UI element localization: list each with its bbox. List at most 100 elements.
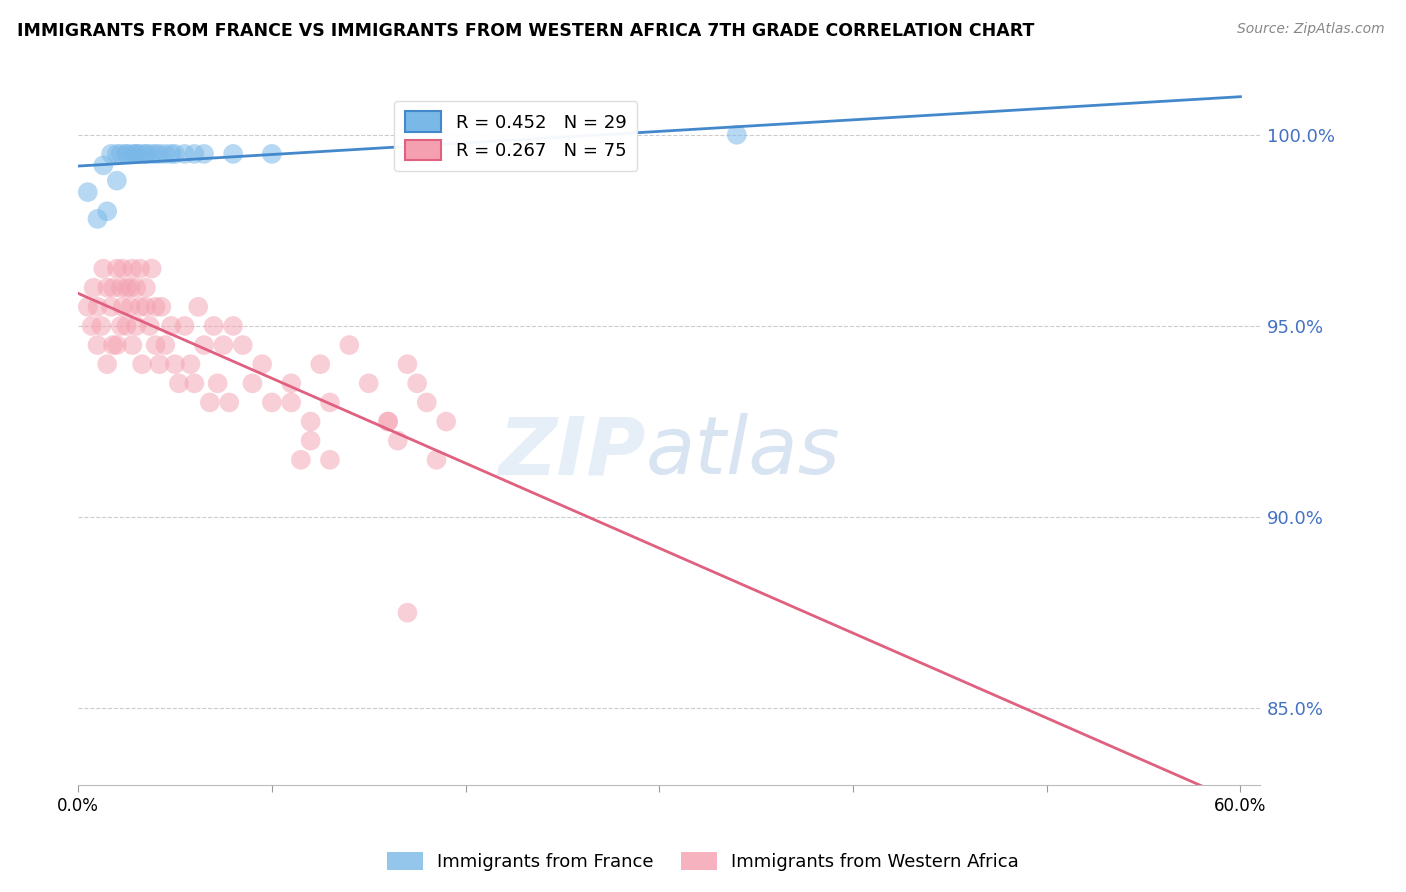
Point — [129, 147, 152, 161]
Point — [135, 281, 157, 295]
Point — [148, 147, 170, 161]
Point — [222, 318, 245, 333]
Text: ZIP: ZIP — [498, 413, 645, 491]
Point — [145, 147, 167, 161]
Point — [250, 357, 273, 371]
Point — [125, 281, 148, 295]
Point — [135, 147, 157, 161]
Point — [91, 261, 114, 276]
Point — [155, 147, 177, 161]
Point — [242, 376, 264, 391]
Point — [299, 434, 322, 448]
Legend: R = 0.452   N = 29, R = 0.267   N = 75: R = 0.452 N = 29, R = 0.267 N = 75 — [395, 101, 637, 171]
Point — [163, 147, 186, 161]
Point — [290, 452, 312, 467]
Point — [86, 300, 108, 314]
Point — [115, 281, 138, 295]
Point — [135, 147, 157, 161]
Point — [96, 204, 118, 219]
Point — [212, 338, 235, 352]
Point — [222, 147, 245, 161]
Point — [183, 147, 205, 161]
Point — [110, 281, 132, 295]
Point — [110, 318, 132, 333]
Point — [299, 415, 322, 429]
Point — [193, 338, 215, 352]
Point — [187, 300, 209, 314]
Point — [357, 376, 380, 391]
Point — [319, 395, 342, 409]
Point — [160, 147, 183, 161]
Point — [434, 415, 457, 429]
Point — [105, 338, 128, 352]
Point — [96, 357, 118, 371]
Point — [115, 147, 138, 161]
Point — [179, 357, 201, 371]
Point — [387, 434, 409, 448]
Point — [396, 147, 419, 161]
Point — [145, 338, 167, 352]
Point — [80, 318, 103, 333]
Point — [150, 300, 173, 314]
Point — [121, 147, 143, 161]
Text: Source: ZipAtlas.com: Source: ZipAtlas.com — [1237, 22, 1385, 37]
Point — [218, 395, 240, 409]
Point — [86, 338, 108, 352]
Point — [725, 128, 748, 142]
Point — [105, 147, 128, 161]
Point — [100, 300, 122, 314]
Point — [129, 300, 152, 314]
Point — [121, 261, 143, 276]
Point — [105, 174, 128, 188]
Point — [198, 395, 221, 409]
Point — [167, 376, 190, 391]
Point — [173, 147, 195, 161]
Point — [76, 300, 98, 314]
Point — [148, 357, 170, 371]
Point — [121, 338, 143, 352]
Point — [396, 357, 419, 371]
Point — [280, 395, 302, 409]
Point — [377, 415, 399, 429]
Point — [86, 211, 108, 226]
Point — [120, 300, 142, 314]
Point — [111, 300, 134, 314]
Point — [139, 318, 162, 333]
Point — [377, 415, 399, 429]
Text: IMMIGRANTS FROM FRANCE VS IMMIGRANTS FROM WESTERN AFRICA 7TH GRADE CORRELATION C: IMMIGRANTS FROM FRANCE VS IMMIGRANTS FRO… — [17, 22, 1035, 40]
Point — [416, 395, 439, 409]
Point — [193, 147, 215, 161]
Point — [406, 376, 429, 391]
Point — [425, 452, 447, 467]
Point — [125, 318, 148, 333]
Text: atlas: atlas — [645, 413, 839, 491]
Point — [141, 147, 163, 161]
Point — [129, 261, 152, 276]
Point — [155, 338, 177, 352]
Point — [260, 147, 283, 161]
Point — [260, 395, 283, 409]
Legend: Immigrants from France, Immigrants from Western Africa: Immigrants from France, Immigrants from … — [380, 845, 1026, 879]
Point — [319, 452, 342, 467]
Point — [96, 281, 118, 295]
Point — [110, 147, 132, 161]
Point — [232, 338, 254, 352]
Point — [101, 338, 124, 352]
Point — [91, 158, 114, 172]
Point — [145, 300, 167, 314]
Point — [101, 281, 124, 295]
Point — [183, 376, 205, 391]
Point — [135, 300, 157, 314]
Point — [115, 147, 138, 161]
Point — [100, 147, 122, 161]
Point — [173, 318, 195, 333]
Point — [202, 318, 225, 333]
Point — [160, 318, 183, 333]
Point — [131, 357, 153, 371]
Point — [396, 606, 419, 620]
Point — [125, 147, 148, 161]
Point — [337, 338, 360, 352]
Point — [309, 357, 332, 371]
Point — [207, 376, 229, 391]
Point — [280, 376, 302, 391]
